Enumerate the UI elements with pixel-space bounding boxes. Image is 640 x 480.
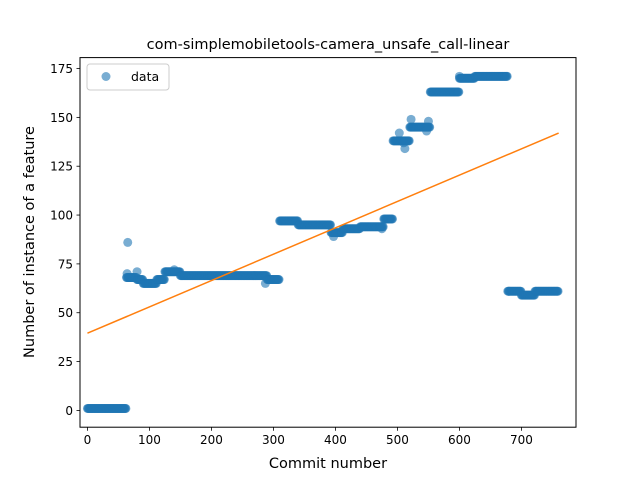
data-point <box>325 220 335 230</box>
data-point <box>377 224 387 234</box>
data-point <box>422 126 432 136</box>
legend-box <box>86 63 170 91</box>
y-tick-label: 125 <box>50 160 73 174</box>
data-point <box>454 71 464 81</box>
data-point <box>260 278 270 288</box>
data-point <box>169 265 179 275</box>
y-tick-label: 75 <box>58 257 73 271</box>
x-tick-label: 600 <box>448 433 471 447</box>
x-tick-label: 400 <box>324 433 347 447</box>
data-point <box>121 403 131 413</box>
data-point <box>122 269 132 279</box>
data-point <box>387 214 397 224</box>
data-point <box>159 275 169 285</box>
x-tick-label: 700 <box>510 433 533 447</box>
data-point <box>399 138 409 148</box>
data-point <box>423 116 433 126</box>
data-point <box>329 232 339 242</box>
legend-label-data: data <box>131 69 159 84</box>
x-axis: 0 100 200 300 400 500 600 700 <box>84 427 533 447</box>
data-point <box>132 267 142 277</box>
x-tick-label: 500 <box>386 433 409 447</box>
axes-frame <box>79 57 577 428</box>
legend-marker-data <box>101 72 111 81</box>
y-axis: 0 25 50 75 100 125 150 175 <box>50 62 80 418</box>
data-point <box>454 87 464 97</box>
y-axis-label: Number of instance of a feature <box>22 126 38 358</box>
fit-line <box>87 132 559 334</box>
x-axis-label: Commit number <box>269 456 387 472</box>
y-tick-label: 150 <box>50 111 73 125</box>
chart-title: com-simplemobiletools-camera_unsafe_call… <box>147 37 510 53</box>
y-tick-label: 25 <box>58 355 73 369</box>
data-point <box>394 128 404 138</box>
x-tick-label: 0 <box>84 433 92 447</box>
y-tick-label: 175 <box>50 62 73 76</box>
data-point <box>274 275 284 285</box>
data-point <box>406 114 416 124</box>
y-tick-label: 50 <box>58 306 73 320</box>
data-point <box>123 237 133 247</box>
legend: data <box>86 63 170 91</box>
plot-area <box>82 71 563 413</box>
data-point <box>502 71 512 81</box>
x-tick-label: 300 <box>262 433 285 447</box>
x-tick-label: 200 <box>200 433 223 447</box>
x-tick-label: 100 <box>138 433 161 447</box>
y-tick-label: 100 <box>50 209 73 223</box>
y-tick-label: 0 <box>65 404 73 418</box>
data-point <box>553 286 563 296</box>
